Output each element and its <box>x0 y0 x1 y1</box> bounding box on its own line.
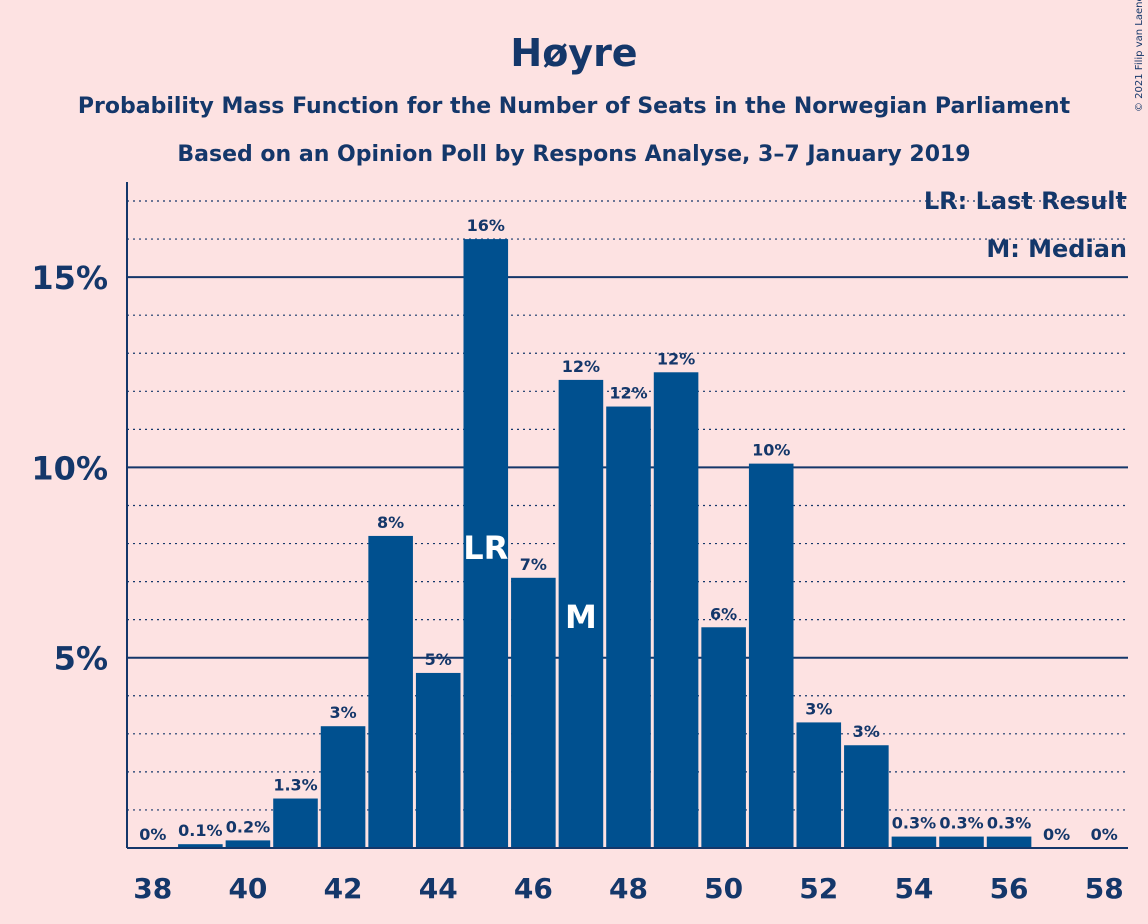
data-label: 3% <box>805 699 832 718</box>
bar <box>415 672 461 848</box>
x-tick-label: 58 <box>1085 872 1124 905</box>
data-label: 10% <box>752 441 790 460</box>
bar <box>844 745 889 848</box>
data-label: 0.1% <box>178 821 222 840</box>
bars <box>178 239 1032 849</box>
y-tick-label: 10% <box>31 449 108 487</box>
x-tick-label: 38 <box>133 872 172 905</box>
data-label: 12% <box>609 384 647 403</box>
y-axis-ticks: 5% 10% 15% <box>31 259 108 678</box>
data-label: 8% <box>377 513 404 532</box>
chart-subtitle-1: Probability Mass Function for the Number… <box>78 94 1071 119</box>
bar <box>986 836 1032 848</box>
y-tick-label: 15% <box>31 259 108 297</box>
data-label: 0.2% <box>226 817 270 836</box>
x-tick-label: 48 <box>609 872 648 905</box>
y-tick-label: 5% <box>54 640 108 678</box>
data-label: 0% <box>1043 825 1070 844</box>
bar <box>463 239 509 849</box>
data-label: 0.3% <box>892 814 936 833</box>
bar <box>748 463 794 848</box>
legend-last-result: LR: Last Result <box>924 187 1127 215</box>
bar <box>558 379 604 848</box>
x-tick-label: 46 <box>514 872 553 905</box>
x-tick-label: 42 <box>324 872 363 905</box>
bar <box>653 372 699 848</box>
data-label: 16% <box>467 216 505 235</box>
data-label: 1.3% <box>273 776 317 795</box>
chart-title: Høyre <box>510 31 637 75</box>
data-label: 0% <box>139 825 166 844</box>
data-label: 5% <box>425 650 452 669</box>
data-label: 12% <box>657 349 695 368</box>
data-labels: 0% 0.1% 0.2% 1.3% 3% 8% 5% 16% 7% 12% 12% 12% 6% 10% 3… <box>139 216 1118 844</box>
bar <box>178 844 223 848</box>
data-label: 0.3% <box>939 814 983 833</box>
x-tick-label: 44 <box>419 872 458 905</box>
bar <box>273 798 318 848</box>
data-label: 3% <box>853 722 880 741</box>
data-label: 6% <box>710 604 737 623</box>
data-label: 0% <box>1091 825 1118 844</box>
bar <box>796 722 842 848</box>
data-label: 7% <box>520 555 547 574</box>
median-marker: M <box>565 598 597 636</box>
x-tick-label: 40 <box>228 872 267 905</box>
data-label: 12% <box>562 357 600 376</box>
bar <box>511 577 556 848</box>
bar <box>320 726 366 848</box>
x-axis-ticks: 38 40 42 44 46 48 50 52 54 56 58 <box>133 872 1123 905</box>
bar <box>701 627 746 848</box>
bar <box>891 836 937 848</box>
bar <box>225 840 271 848</box>
bar <box>368 535 413 848</box>
legend-median: M: Median <box>986 235 1127 263</box>
x-tick-label: 56 <box>990 872 1029 905</box>
gridlines <box>127 200 1128 811</box>
data-label: 3% <box>329 703 356 722</box>
data-label: 0.3% <box>987 814 1031 833</box>
chart-subtitle-2: Based on an Opinion Poll by Respons Anal… <box>177 142 970 167</box>
x-tick-label: 54 <box>894 872 933 905</box>
bar-markers: LR M <box>463 529 597 636</box>
x-tick-label: 50 <box>704 872 743 905</box>
bar <box>606 406 651 848</box>
copyright-note: © 2021 Filip van Laenen <box>1134 0 1145 112</box>
x-tick-label: 52 <box>799 872 838 905</box>
last-result-marker: LR <box>463 529 508 567</box>
bar <box>939 836 984 848</box>
